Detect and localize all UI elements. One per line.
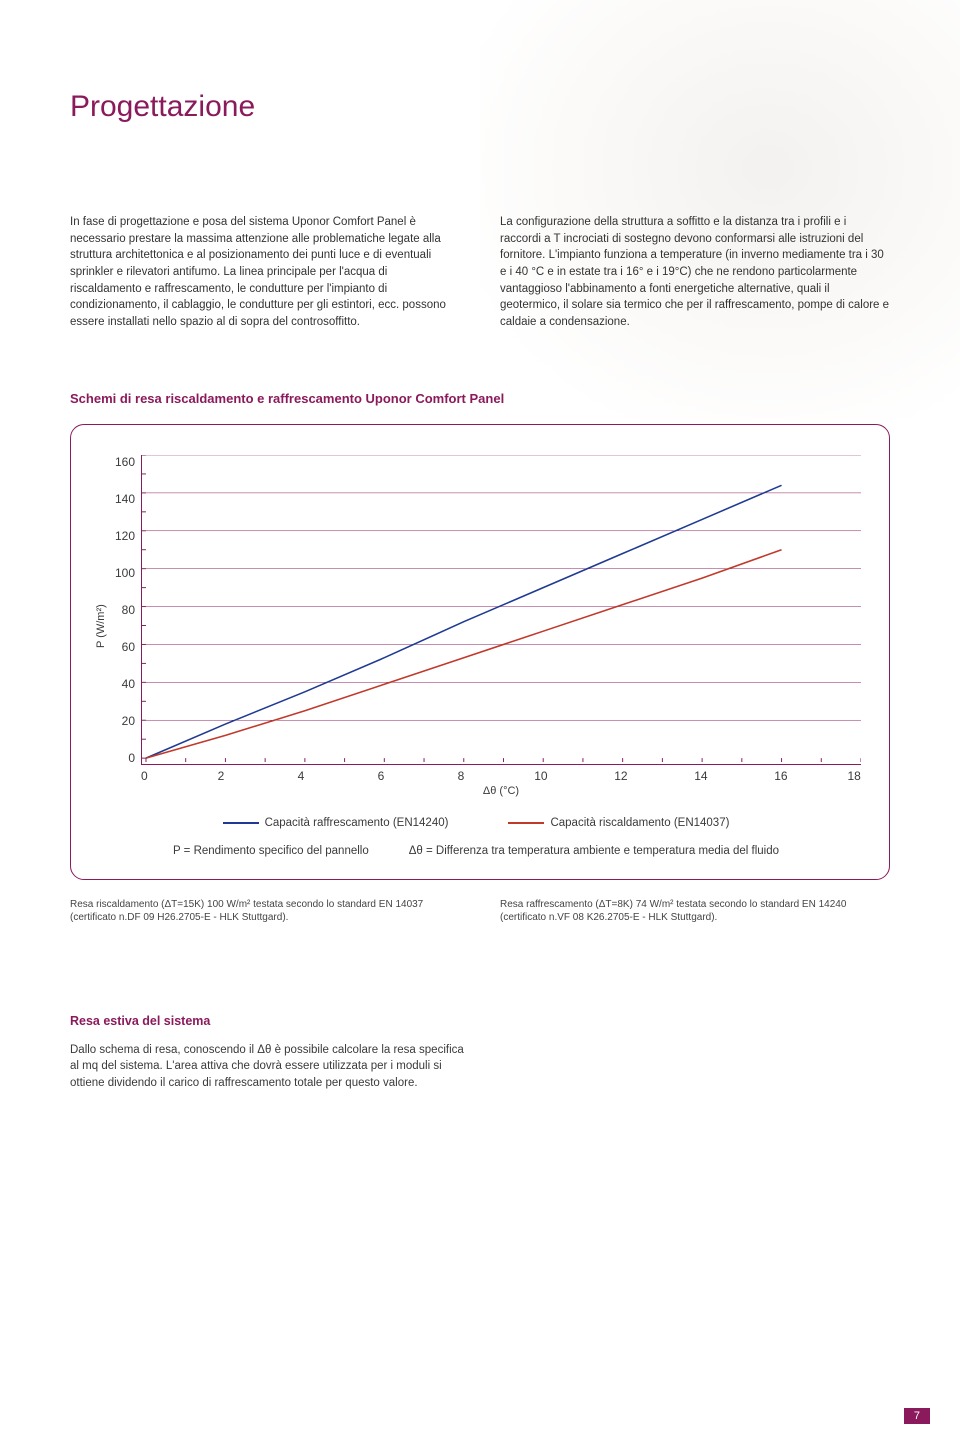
ytick-label: 80 — [122, 603, 135, 617]
chart-yticks: 160 140 120 100 80 60 40 20 0 — [107, 455, 141, 765]
chart-xticks: 024681012141618 — [141, 769, 861, 783]
xtick-label: 18 — [821, 769, 861, 783]
legend-label-cooling: Capacità raffrescamento (EN14240) — [265, 817, 449, 829]
chart-legend: Capacità raffrescamento (EN14240) Capaci… — [91, 817, 861, 829]
legend-swatch-cooling — [223, 822, 259, 824]
note-heating: Resa riscaldamento (ΔT=15K) 100 W/m² tes… — [70, 898, 460, 924]
xtick-label: 12 — [581, 769, 661, 783]
xtick-label: 8 — [421, 769, 501, 783]
chart-notes: Resa riscaldamento (ΔT=15K) 100 W/m² tes… — [70, 898, 890, 924]
xtick-label: 14 — [661, 769, 741, 783]
legend-label-heating: Capacità riscaldamento (EN14037) — [550, 817, 729, 829]
note-cooling: Resa raffrescamento (ΔT=8K) 74 W/m² test… — [500, 898, 890, 924]
intro-left: In fase di progettazione e posa del sist… — [70, 214, 460, 331]
xtick-label: 4 — [261, 769, 341, 783]
definition-p: P = Rendimento specifico del pannello — [173, 845, 369, 857]
intro-right: La configurazione della struttura a soff… — [500, 214, 890, 331]
xtick-label: 10 — [501, 769, 581, 783]
definition-dtheta: Δθ = Differenza tra temperatura ambiente… — [409, 845, 779, 857]
ytick-label: 140 — [115, 492, 135, 506]
ytick-label: 40 — [122, 677, 135, 691]
chart-ylabel: P (W/m²) — [91, 455, 107, 797]
xtick-label: 6 — [341, 769, 421, 783]
xtick-label: 0 — [141, 769, 181, 783]
resa-title: Resa estiva del sistema — [70, 1014, 890, 1028]
chart-section-title: Schemi di resa riscaldamento e raffresca… — [70, 391, 890, 406]
ytick-label: 60 — [122, 640, 135, 654]
intro-columns: In fase di progettazione e posa del sist… — [70, 214, 890, 331]
page-number: 7 — [904, 1408, 930, 1424]
ytick-label: 160 — [115, 455, 135, 469]
page-title: Progettazione — [70, 90, 890, 124]
legend-swatch-heating — [508, 822, 544, 824]
ytick-label: 100 — [115, 566, 135, 580]
legend-item-cooling: Capacità raffrescamento (EN14240) — [223, 817, 449, 829]
chart-xlabel: Δθ (°C) — [141, 785, 861, 797]
resa-body: Dallo schema di resa, conoscendo il Δθ è… — [70, 1042, 470, 1092]
ytick-label: 120 — [115, 529, 135, 543]
chart-frame: P (W/m²) 160140120100806040200 024681012… — [70, 424, 890, 880]
xtick-label: 2 — [181, 769, 261, 783]
chart-plot-area — [141, 455, 861, 765]
ytick-label: 0 — [128, 751, 135, 765]
xtick-label: 16 — [741, 769, 821, 783]
legend-item-heating: Capacità riscaldamento (EN14037) — [508, 817, 729, 829]
page-content: Progettazione In fase di progettazione e… — [0, 0, 960, 1122]
chart-definitions: P = Rendimento specifico del pannello Δθ… — [91, 845, 861, 857]
ytick-label: 20 — [122, 714, 135, 728]
